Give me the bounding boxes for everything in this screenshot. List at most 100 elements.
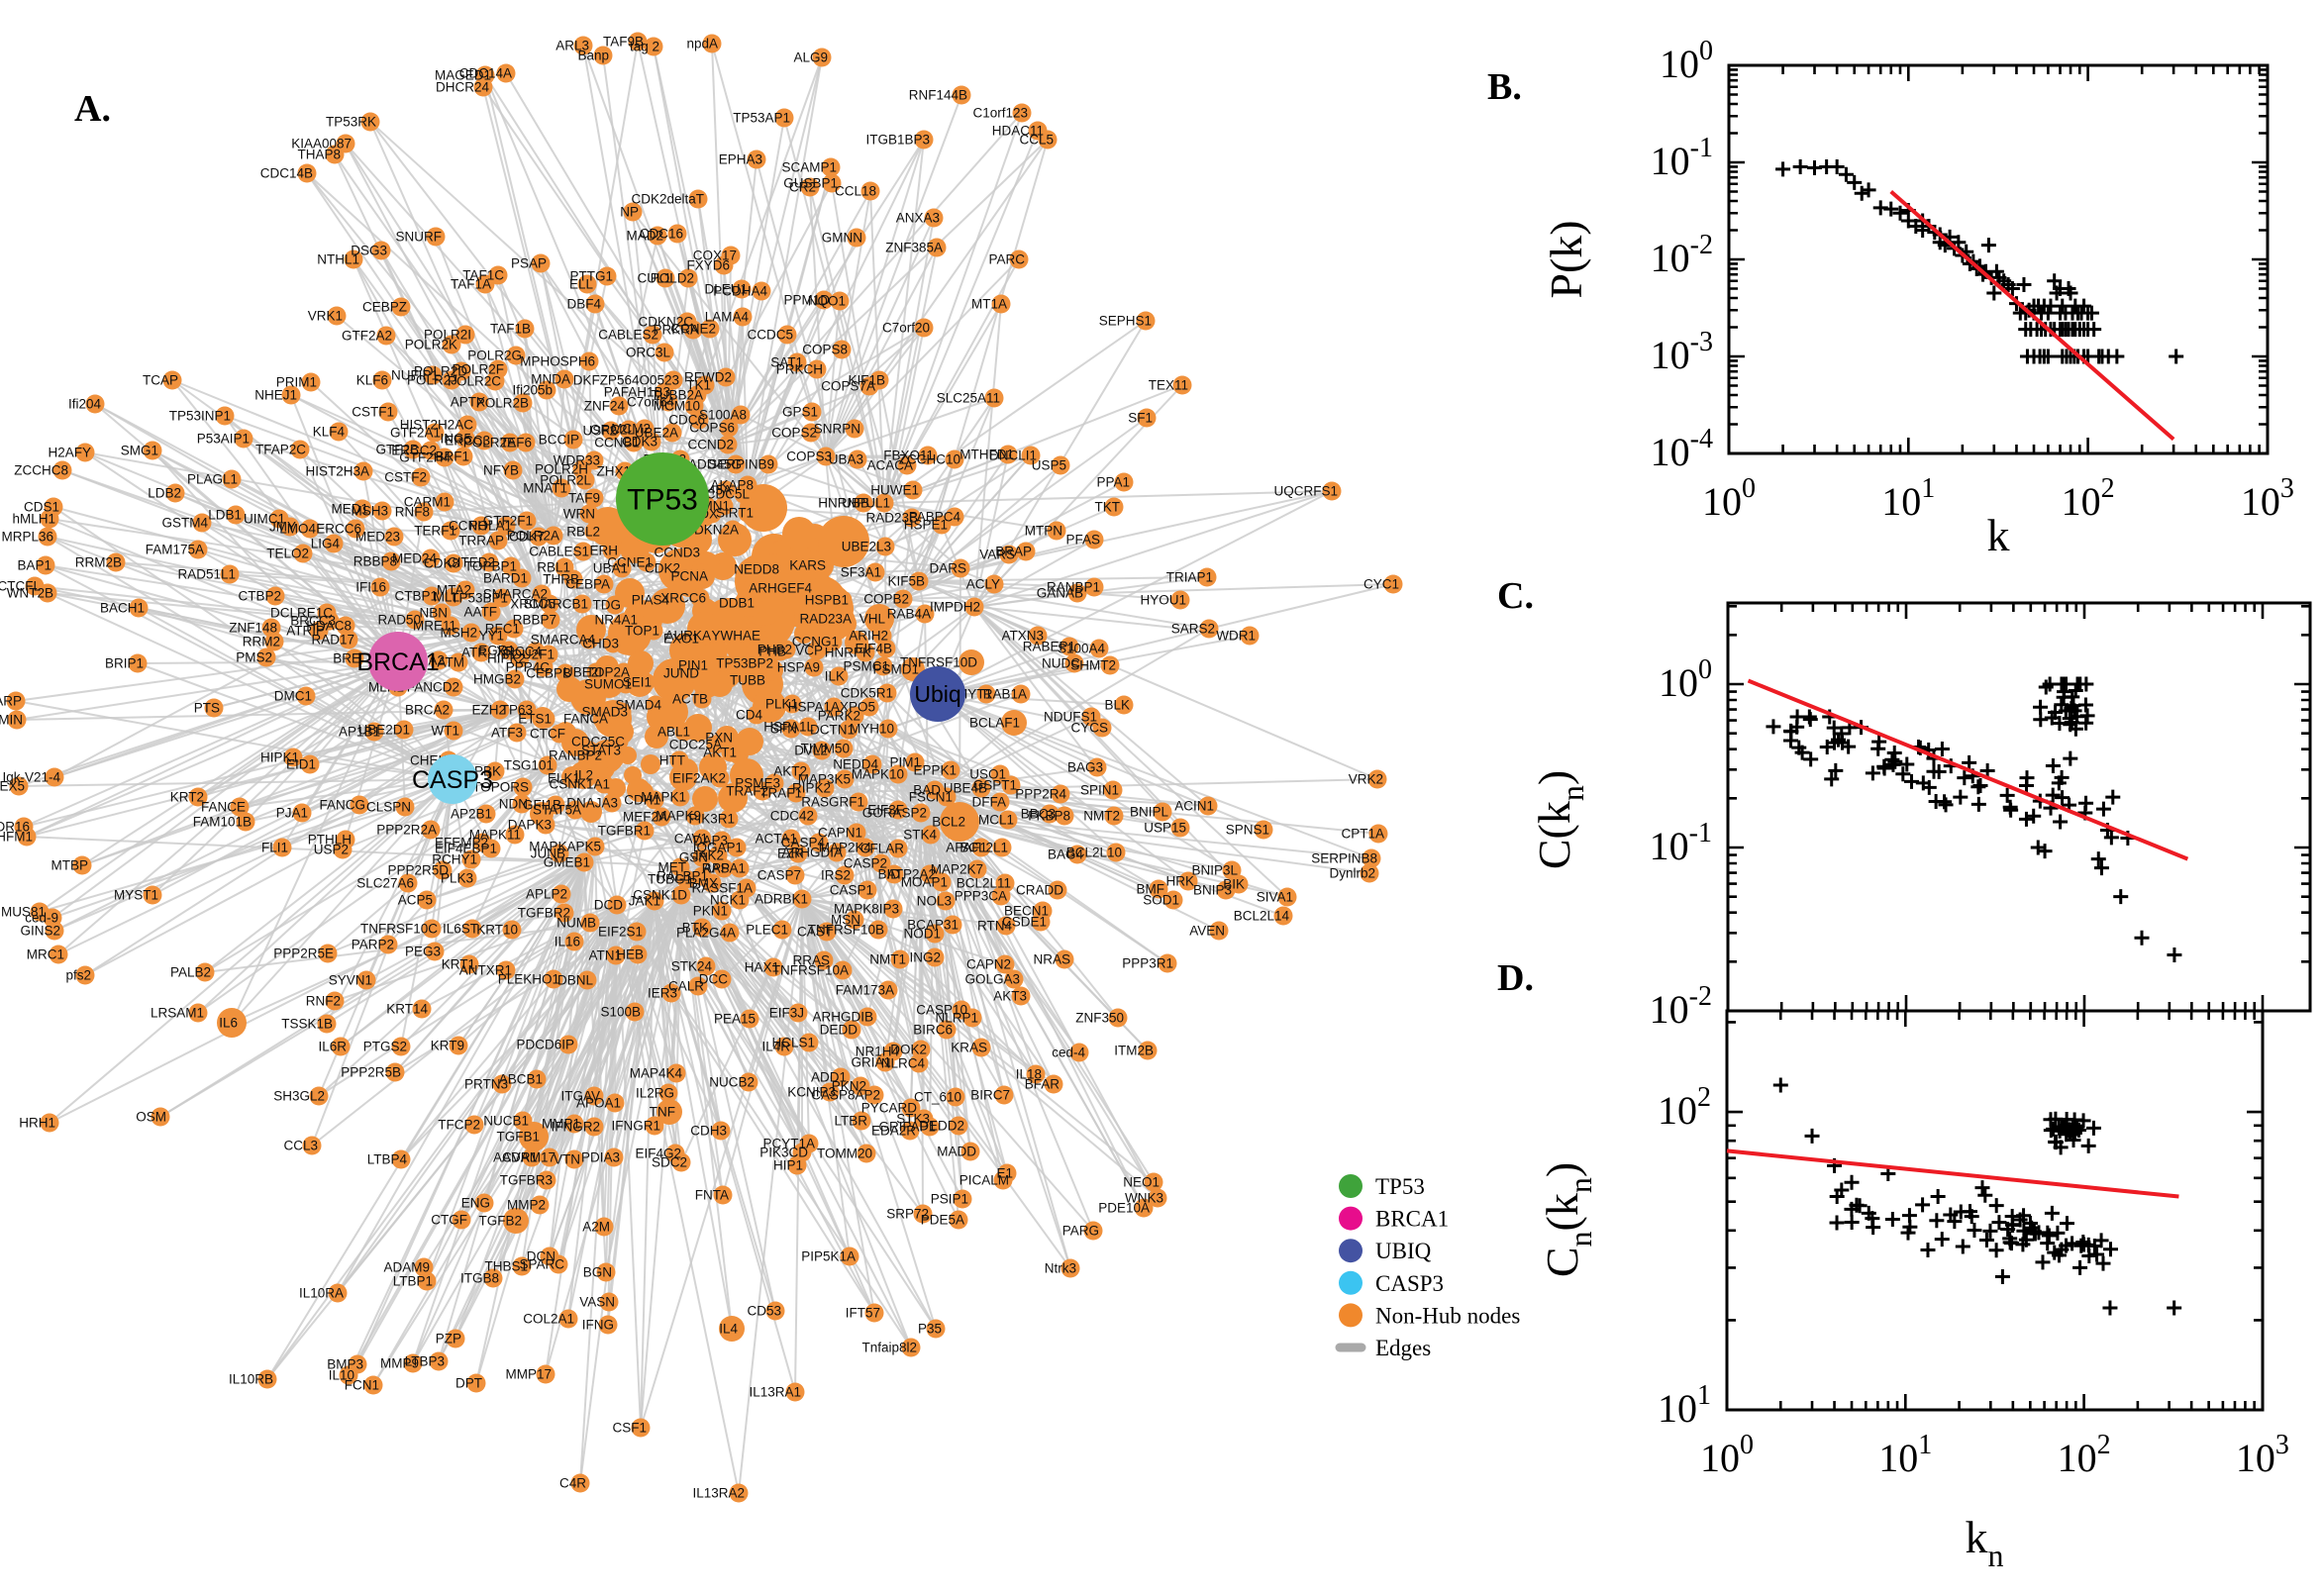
network-node[interactable] — [1011, 684, 1031, 704]
network-node[interactable] — [940, 802, 979, 842]
network-node[interactable] — [868, 920, 888, 940]
network-node[interactable] — [738, 503, 758, 523]
network-node[interactable] — [714, 858, 734, 878]
network-node[interactable] — [503, 460, 523, 480]
network-node[interactable] — [1222, 860, 1242, 880]
network-node[interactable] — [425, 942, 445, 961]
network-node[interactable] — [670, 787, 690, 807]
network-node[interactable] — [962, 1008, 982, 1028]
network-node[interactable] — [817, 922, 837, 942]
network-node[interactable] — [836, 609, 856, 629]
network-node[interactable] — [403, 440, 423, 459]
network-node[interactable] — [1136, 311, 1156, 331]
network-node[interactable] — [645, 790, 664, 810]
network-node[interactable] — [435, 448, 454, 467]
network-node[interactable] — [552, 884, 571, 904]
network-node[interactable] — [833, 590, 853, 610]
network-node[interactable] — [865, 562, 885, 582]
network-node[interactable] — [506, 346, 526, 365]
network-node[interactable] — [781, 719, 801, 739]
network-node[interactable] — [914, 130, 934, 150]
network-node[interactable] — [711, 1121, 731, 1141]
network-node[interactable] — [716, 367, 736, 387]
network-node[interactable] — [1048, 880, 1067, 900]
network-node[interactable] — [796, 578, 816, 598]
network-node[interactable] — [481, 839, 501, 858]
network-node[interactable] — [1148, 1188, 1167, 1208]
network-node[interactable] — [188, 1003, 208, 1023]
network-node[interactable] — [85, 394, 105, 414]
network-node[interactable] — [592, 709, 612, 729]
network-node[interactable] — [1368, 824, 1388, 844]
network-node[interactable] — [350, 795, 369, 815]
network-node[interactable] — [911, 803, 931, 823]
network-node[interactable] — [549, 1254, 568, 1274]
network-node[interactable] — [883, 899, 903, 919]
network-node[interactable] — [678, 268, 698, 288]
network-node[interactable] — [967, 859, 987, 879]
network-node[interactable] — [474, 1193, 494, 1213]
network-node[interactable] — [763, 957, 783, 977]
network-node[interactable] — [758, 454, 778, 474]
network-node[interactable] — [516, 433, 536, 452]
network-node[interactable] — [976, 684, 996, 704]
network-node[interactable] — [502, 920, 522, 940]
network-core-node[interactable] — [794, 624, 814, 644]
network-node[interactable] — [776, 640, 796, 659]
network-node[interactable] — [893, 589, 913, 609]
network-node[interactable] — [1060, 637, 1079, 656]
network-node[interactable] — [847, 228, 866, 248]
network-core-node[interactable] — [730, 758, 763, 792]
network-node[interactable] — [946, 1087, 965, 1107]
network-node[interactable] — [840, 1247, 859, 1266]
network-node[interactable] — [272, 838, 292, 857]
network-node[interactable] — [925, 780, 945, 800]
network-node[interactable] — [814, 290, 834, 310]
network-node[interactable] — [792, 889, 812, 909]
network-node[interactable] — [815, 778, 835, 798]
network-node[interactable] — [1134, 1198, 1154, 1218]
network-node[interactable] — [513, 393, 533, 413]
network-node[interactable] — [143, 441, 162, 460]
network-node[interactable] — [579, 630, 599, 649]
network-node[interactable] — [281, 385, 301, 405]
network-node[interactable] — [864, 604, 894, 634]
network-node[interactable] — [859, 697, 879, 717]
network-node[interactable] — [656, 1099, 682, 1125]
network-node[interactable] — [888, 839, 908, 858]
network-node[interactable] — [864, 1085, 884, 1105]
network-node[interactable] — [1016, 542, 1036, 561]
network-node[interactable] — [398, 873, 418, 893]
network-node[interactable] — [851, 1076, 870, 1096]
network-node[interactable] — [449, 652, 468, 672]
network-node[interactable] — [296, 686, 316, 706]
network-node[interactable] — [696, 956, 716, 976]
network-node[interactable] — [462, 919, 482, 939]
network-node[interactable] — [391, 297, 411, 317]
network-node[interactable] — [283, 748, 303, 767]
network-node[interactable] — [739, 1072, 758, 1092]
network-node[interactable] — [845, 419, 864, 439]
network-node[interactable] — [302, 1136, 322, 1155]
network-node[interactable] — [984, 388, 1004, 408]
network-node[interactable] — [471, 516, 491, 536]
network-node[interactable] — [1004, 969, 1024, 989]
network-node[interactable] — [745, 626, 764, 646]
network-node[interactable] — [327, 306, 347, 326]
network-node[interactable] — [718, 435, 738, 454]
network-node[interactable] — [753, 781, 772, 801]
network-node[interactable] — [735, 589, 762, 617]
network-node[interactable] — [49, 945, 68, 964]
network-node[interactable] — [452, 1210, 471, 1230]
network-node[interactable] — [636, 672, 656, 692]
network-node[interactable] — [558, 1035, 578, 1054]
network-node[interactable] — [688, 976, 708, 996]
network-node[interactable] — [204, 698, 224, 718]
network-node[interactable] — [937, 1020, 957, 1040]
network-node[interactable] — [522, 1147, 542, 1167]
network-node[interactable] — [607, 895, 627, 915]
network-node[interactable] — [890, 949, 910, 969]
network-node[interactable] — [538, 755, 557, 775]
network-node[interactable] — [692, 829, 712, 848]
network-node[interactable] — [220, 564, 240, 584]
